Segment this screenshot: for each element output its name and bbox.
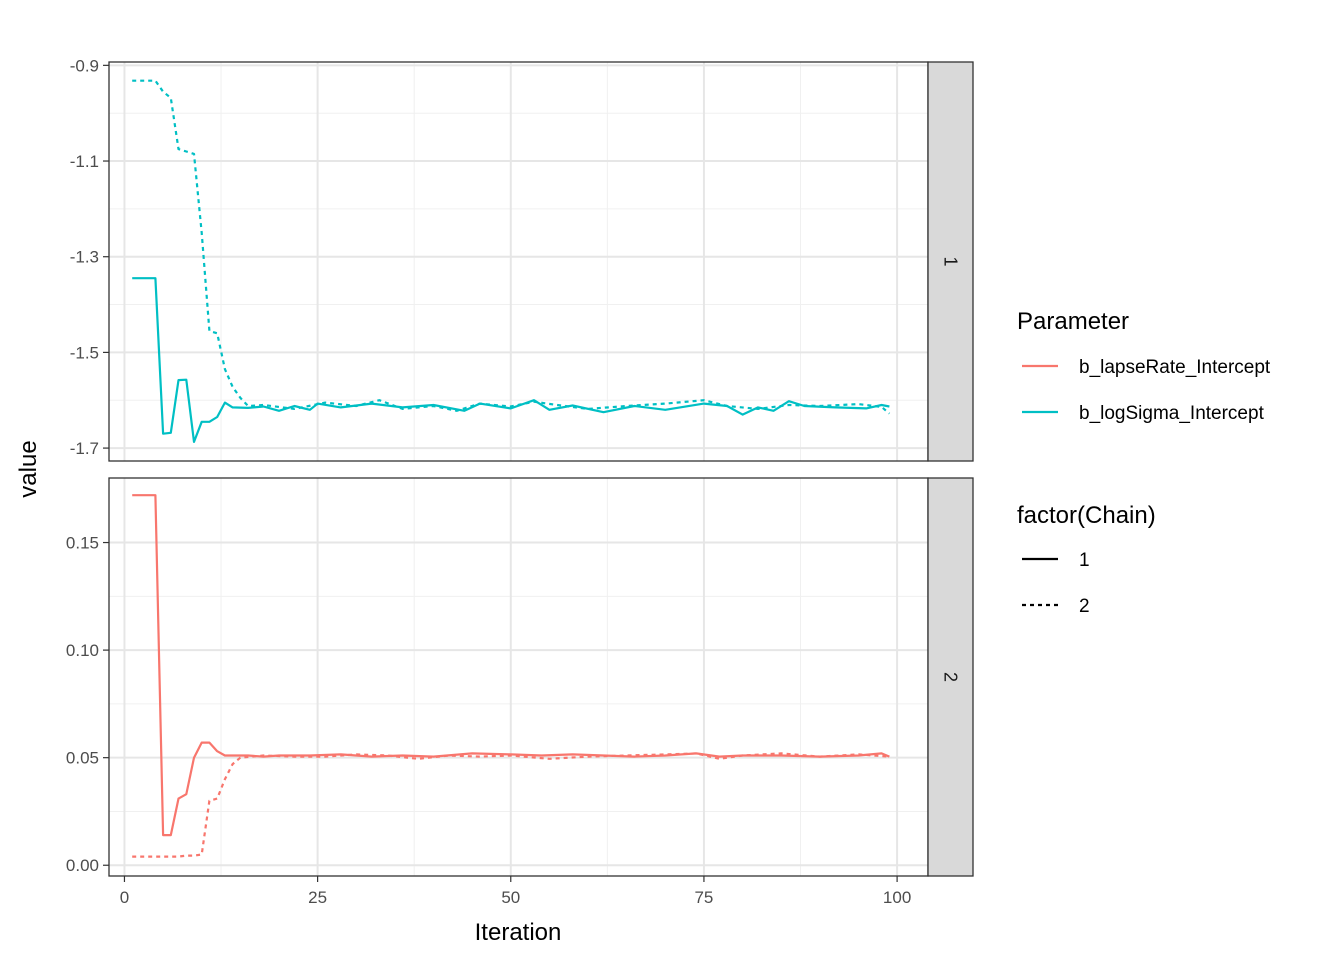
x-axis: 0 25 50 75 100 [120,876,911,907]
legend: Parameter b_lapseRate_Intercept b_logSigma… [1017,308,1271,617]
series-line-b_logSigma_Intercept-chain-2 [132,79,891,415]
y-tick-label: -1.7 [70,439,99,458]
y-tick-label: 0.10 [66,641,99,660]
facet-strip-label: 1 [941,256,961,266]
x-tick-label: 75 [694,888,713,907]
y-tick-label: 0.00 [66,856,99,875]
x-tick-label: 100 [883,888,911,907]
y-tick-label: 0.05 [66,749,99,768]
legend-label: b_lapseRate_Intercept [1079,357,1271,378]
y-tick-label: -1.3 [70,248,99,267]
y-tick-label: -0.9 [70,56,99,75]
legend-label: 2 [1079,596,1090,617]
facet-panel-1: -0.9 -1.1 -1.3 -1.5 -1.7 1 [70,56,974,462]
legend-title: factor(Chain) [1017,502,1156,529]
facet-strip [927,477,974,877]
x-axis-title: Iteration [475,919,562,946]
y-tick-label: -1.1 [70,152,99,171]
x-tick-label: 0 [120,888,129,907]
legend-label: b_logSigma_Intercept [1079,403,1265,424]
y-tick-label: 0.15 [66,534,99,553]
facet-panel-2: 0.00 0.05 0.10 0.15 2 [66,477,974,877]
x-tick-label: 25 [308,888,327,907]
y-tick-label: -1.5 [70,343,99,362]
x-tick-label: 50 [501,888,520,907]
series-line-b_logSigma_Intercept-chain-1 [132,277,890,443]
y-axis-title: value [15,440,42,497]
facet-strip [927,61,974,462]
series-line-b_lapseRate_Intercept-chain-2 [132,752,890,858]
facet-strip-label: 2 [941,672,961,682]
legend-label: 1 [1079,550,1090,571]
legend-title: Parameter [1017,308,1129,335]
